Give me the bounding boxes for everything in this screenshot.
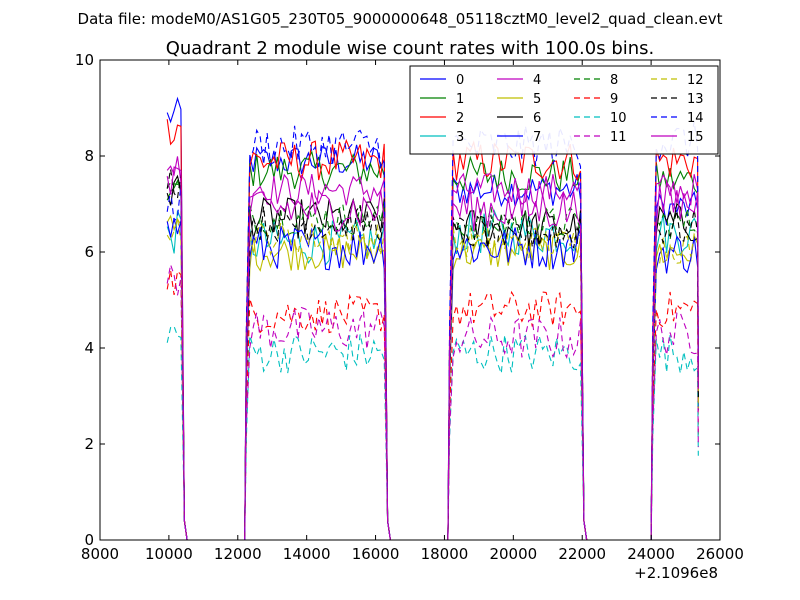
series-line-4: [166, 156, 699, 540]
series-layer: [166, 96, 699, 540]
legend-label-8: 8: [610, 73, 618, 88]
x-tick-label: 8000: [81, 545, 119, 563]
legend-label-10: 10: [610, 111, 627, 126]
legend-label-4: 4: [533, 73, 541, 88]
legend-box: [409, 65, 719, 155]
legend-label-11: 11: [610, 130, 627, 145]
legend-label-13: 13: [687, 92, 704, 107]
legend-label-14: 14: [687, 111, 704, 126]
x-tick-label: 10000: [145, 545, 193, 563]
chart-title: Quadrant 2 module wise count rates with …: [166, 38, 655, 59]
y-tick-label: 6: [84, 243, 94, 261]
series-line-10: [166, 325, 699, 540]
x-tick-label: 12000: [214, 545, 262, 563]
legend-label-1: 1: [456, 92, 464, 107]
x-tick-label: 24000: [627, 545, 675, 563]
legend-label-12: 12: [687, 73, 704, 88]
x-offset-label: +2.1096e8: [634, 564, 718, 582]
series-line-2: [166, 119, 699, 540]
y-tick-label: 2: [84, 435, 94, 453]
series-line-9: [166, 269, 699, 540]
legend-label-3: 3: [456, 130, 464, 145]
y-tick-label: 8: [84, 147, 94, 165]
legend-label-0: 0: [456, 73, 464, 88]
x-tick-label: 20000: [489, 545, 537, 563]
y-tick-label: 10: [75, 51, 94, 69]
plot-frame: [99, 59, 721, 541]
y-tick-label: 4: [84, 339, 94, 357]
legend-label-2: 2: [456, 111, 464, 126]
x-tick-label: 26000: [696, 545, 744, 563]
legend-label-9: 9: [610, 92, 618, 107]
series-line-15: [166, 166, 699, 540]
legend-label-5: 5: [533, 92, 541, 107]
series-line-11: [166, 264, 699, 540]
x-tick-label: 16000: [352, 545, 400, 563]
ticks-layer: 8000 10000 12000 14000 16000 18000 20000 22000 2…: [75, 51, 744, 563]
legend-label-6: 6: [533, 111, 541, 126]
x-tick-label: 14000: [283, 545, 331, 563]
y-tick-label: 0: [84, 531, 94, 549]
chart-suptitle: Data file: modeM0/AS1G05_230T05_90000006…: [78, 10, 723, 29]
legend-label-15: 15: [687, 130, 704, 145]
x-tick-label: 22000: [558, 545, 606, 563]
x-tick-label: 18000: [421, 545, 469, 563]
legend-label-7: 7: [533, 130, 541, 145]
